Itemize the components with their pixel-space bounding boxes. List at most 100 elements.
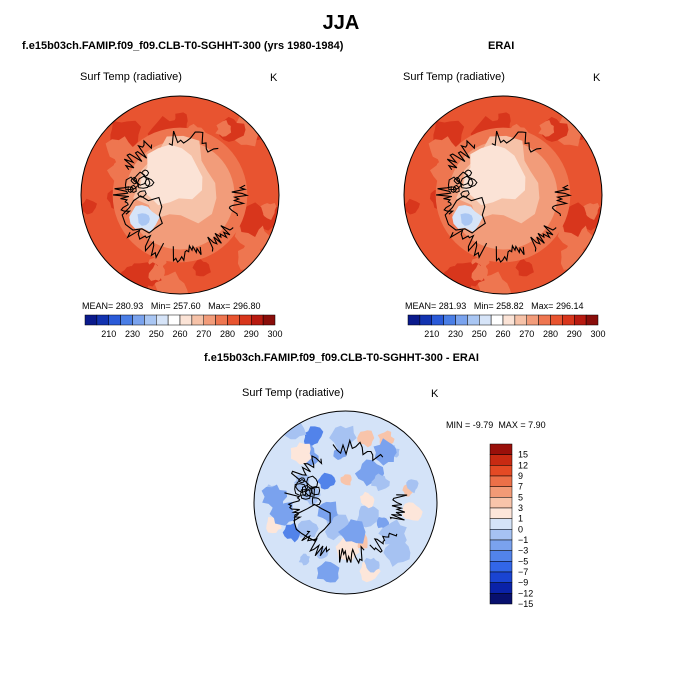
model-colorbar-tick: 230 (125, 329, 140, 339)
obs-min-value: 258.82 (496, 301, 524, 311)
diff-coastline-island (300, 489, 311, 500)
diff-coastline (338, 545, 365, 565)
diff-colorbar-tick: −7 (518, 567, 528, 577)
obs-colorbar-tick: 230 (448, 329, 463, 339)
obs-colorbar-box (419, 314, 432, 326)
diff-coastline-island (305, 475, 319, 488)
obs-polar-map (403, 95, 603, 295)
diff-colorbar-box (489, 507, 513, 519)
obs-coastline-island (456, 171, 471, 186)
obs-coastline-island (452, 184, 460, 193)
diff-coastline-island (311, 497, 322, 506)
diff-field (254, 411, 437, 594)
diff-field-patch (290, 442, 312, 465)
obs-stats: MEAN= 281.93 Min= 258.82 Max= 296.14 (405, 301, 583, 311)
obs-coastline (449, 228, 488, 259)
obs-field-patch (404, 198, 420, 215)
model-colorbar-tick: 300 (267, 329, 282, 339)
model-coastline (172, 244, 202, 263)
diff-field-patch (338, 519, 366, 544)
model-colorbar-box (251, 314, 264, 326)
diff-colorbar-tick: −3 (518, 546, 528, 556)
obs-min-label: Min= (473, 301, 494, 311)
model-coastline (126, 228, 165, 259)
model-colorbar-box (96, 314, 109, 326)
diff-max-label: MAX = (498, 420, 526, 430)
model-coastline (113, 186, 132, 215)
model-greenland-core (137, 213, 150, 226)
obs-field-patch (476, 271, 513, 294)
obs-colorbar-box (479, 314, 492, 326)
diff-colorbar-tick: 3 (518, 503, 523, 513)
diff-colorbar-box (489, 518, 513, 530)
model-colorbar-box (108, 314, 121, 326)
model-colorbar-box (144, 314, 157, 326)
obs-coastline-island (450, 186, 457, 193)
diff-field-patch (340, 474, 352, 486)
obs-colorbar-box (490, 314, 504, 326)
obs-field-patch (515, 258, 534, 277)
diff-field-patch (333, 447, 347, 460)
diff-coastline-island (298, 477, 306, 484)
obs-colorbar-box (574, 314, 587, 326)
diff-colorbar-box (489, 486, 513, 498)
model-mean-label: MEAN= (82, 301, 114, 311)
diff-colorbar-tick: 1 (518, 514, 523, 524)
model-coastline (228, 184, 249, 217)
diff-colorbar-tick: −5 (518, 556, 528, 566)
diff-coastline-greenland (293, 503, 331, 542)
diff-field-patch (364, 557, 380, 573)
diff-colorbar-tick: −15 (518, 599, 533, 609)
diff-min-value: -9.79 (472, 420, 494, 430)
obs-coastline-greenland (444, 195, 486, 234)
model-coastline (168, 130, 219, 153)
diff-colorbar-box (489, 561, 513, 573)
model-coastline (123, 139, 153, 171)
diff-field-patch (297, 519, 319, 538)
obs-colorbar-box (562, 314, 575, 326)
obs-greenland-core (460, 213, 473, 226)
diff-coastline (369, 532, 398, 553)
model-coastline-island (127, 186, 134, 193)
model-coastline-greenland (121, 195, 163, 234)
obs-colorbar-box (407, 314, 421, 326)
model-coastline-island (133, 171, 148, 186)
obs-colorbar-box (467, 314, 480, 326)
diff-colorbar-tick: −9 (518, 578, 528, 588)
diff-coastline (332, 438, 384, 462)
model-max-label: Max= (208, 301, 231, 311)
obs-colorbar-box (502, 314, 516, 326)
obs-colorbar-tick: 210 (424, 329, 439, 339)
model-coastline-island (137, 190, 147, 198)
diff-colorbar-box (489, 443, 513, 455)
diff-field-patch (359, 491, 375, 509)
obs-coastline (446, 139, 476, 171)
model-map-border (80, 95, 280, 295)
diff-colorbar-tick: 9 (518, 471, 523, 481)
model-field-patch (153, 271, 190, 294)
diff-colorbar-box (489, 475, 513, 487)
obs-colorbar-tick: 270 (519, 329, 534, 339)
obs-colorbar-box (526, 314, 539, 326)
obs-coastline (436, 186, 455, 215)
obs-colorbar-tick: 280 (543, 329, 558, 339)
diff-colorbar-box (489, 454, 513, 466)
diff-colorbar-tick: 0 (518, 524, 523, 534)
model-colorbar-box (156, 314, 169, 326)
obs-colorbar-box (585, 314, 599, 326)
model-colorbar-box (84, 314, 98, 326)
obs-units-label: K (593, 72, 601, 84)
diff-field-patch (316, 561, 340, 583)
model-colorbar-box (239, 314, 252, 326)
model-colorbar-box (179, 314, 193, 326)
model-variable-label: Surf Temp (radiative) (80, 71, 182, 83)
obs-polar-cap (463, 144, 526, 206)
diff-coastline-island (295, 479, 309, 494)
diff-field-patch (383, 539, 411, 567)
diff-coastline (301, 530, 331, 557)
obs-variable-label: Surf Temp (radiative) (403, 71, 505, 83)
diff-max-value: 7.90 (528, 420, 546, 430)
diff-colorbar-box (489, 465, 513, 477)
obs-colorbar-tick: 250 (472, 329, 487, 339)
